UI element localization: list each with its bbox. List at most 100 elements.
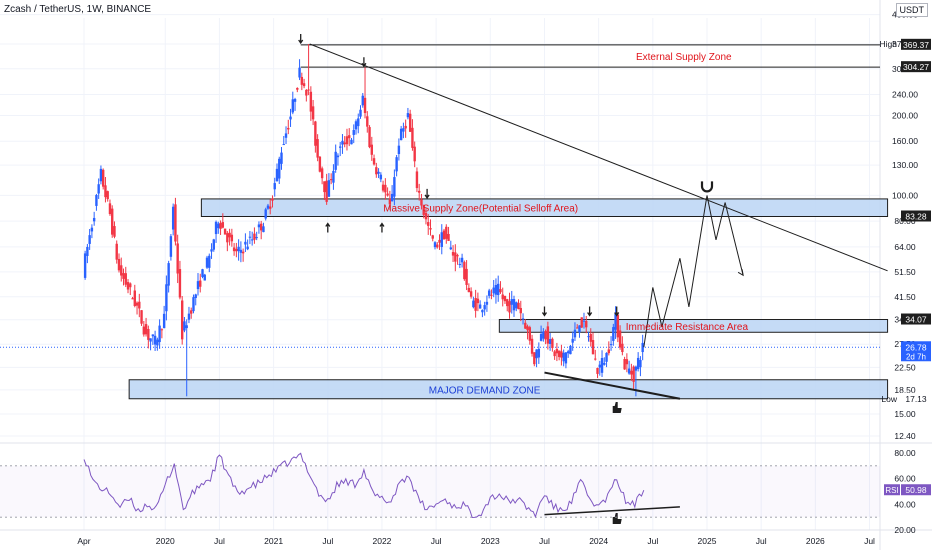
candle-body [501,294,504,300]
candle-body [264,209,267,219]
time-tick-label: Jul [756,536,767,546]
candle-body [418,190,421,193]
candle-body [528,327,532,341]
candle-body [228,232,231,238]
candle-body [341,140,344,145]
candle-body [526,326,529,331]
price-tick-label: 130.00 [892,160,918,170]
candle-body [533,352,536,365]
rsi-tick-label: 20.00 [894,525,916,535]
candle-body [388,198,392,205]
candle-body [144,324,148,335]
candle-body [97,184,100,194]
candle-body [366,116,369,127]
candle-body [623,359,626,370]
candle-body [530,338,534,354]
price-label-value: 83.28 [905,211,927,221]
candle-body [149,338,152,342]
candle-body [115,243,118,260]
candle-body [612,327,615,341]
candle-body [192,297,195,312]
candle-body [395,157,398,172]
candle-body [591,340,595,355]
candle-body [325,180,328,202]
time-tick-label: Jul [539,536,550,546]
candle-body [282,144,285,146]
candle-body [117,258,121,271]
annotation-external-supply: External Supply Zone [636,52,732,63]
candle-body [151,334,155,337]
candles-group [83,44,644,397]
candle-body [424,212,428,220]
candle-body [415,171,419,189]
candle-body [614,313,617,330]
candle-body [481,309,484,313]
candle-body [560,351,563,358]
candle-body [429,228,432,230]
candle-body [512,299,516,311]
candle-body [185,325,188,329]
candle-body [280,152,283,164]
candle-body [140,310,143,324]
candle-body [639,359,642,368]
candle-body [293,98,297,102]
candle-body [95,195,98,206]
candle-body [483,305,486,310]
candle-body [169,236,173,257]
candle-body [167,263,170,286]
candle-body [262,226,265,233]
candle-body [546,326,550,344]
candle-body [248,236,252,238]
candle-body [399,128,403,141]
candle-body [636,357,640,370]
candle-body [235,248,238,252]
candle-body [171,206,175,230]
candle-body [305,89,308,96]
candle-body [196,281,200,290]
candle-body [187,313,191,320]
candle-body [190,310,193,314]
candle-body [153,335,157,345]
candle-body [510,299,513,305]
candle-body [596,367,599,374]
candle-body [445,226,448,239]
candle-body [320,168,324,179]
candle-body [621,343,624,353]
currency-unit-badge[interactable]: USDT [895,3,928,17]
candle-body [343,142,346,145]
candle-body [569,345,572,355]
candle-body [332,170,335,183]
arrow-down-marker [298,34,304,45]
candle-body [456,255,459,257]
candle-body [442,230,446,240]
candle-body [627,368,631,374]
price-label-box [901,392,931,404]
candle-body [372,158,376,165]
time-tick-label: Apr [77,536,90,546]
candle-body [390,193,394,202]
candle-body [165,284,168,312]
candle-body [598,364,601,368]
zone-label-demand: MAJOR DEMAND ZONE [429,385,541,396]
time-tick-label: 2024 [589,536,608,546]
candle-body [176,243,179,274]
candle-body [562,352,565,362]
candle-body [226,233,229,243]
candle-body [318,156,322,172]
candle-body [557,350,561,358]
candle-body [162,313,166,329]
candle-body [289,116,292,120]
candle-body [555,349,559,354]
candle-body [92,217,96,222]
candle-body [291,99,294,113]
rsi-group [0,452,880,519]
candle-body [217,223,220,229]
price-label-value: 17.13 [905,394,927,404]
candle-body [99,168,103,182]
candle-body [537,348,541,358]
rsi-line [83,452,645,519]
candle-body [576,327,579,329]
candle-body [384,184,387,193]
